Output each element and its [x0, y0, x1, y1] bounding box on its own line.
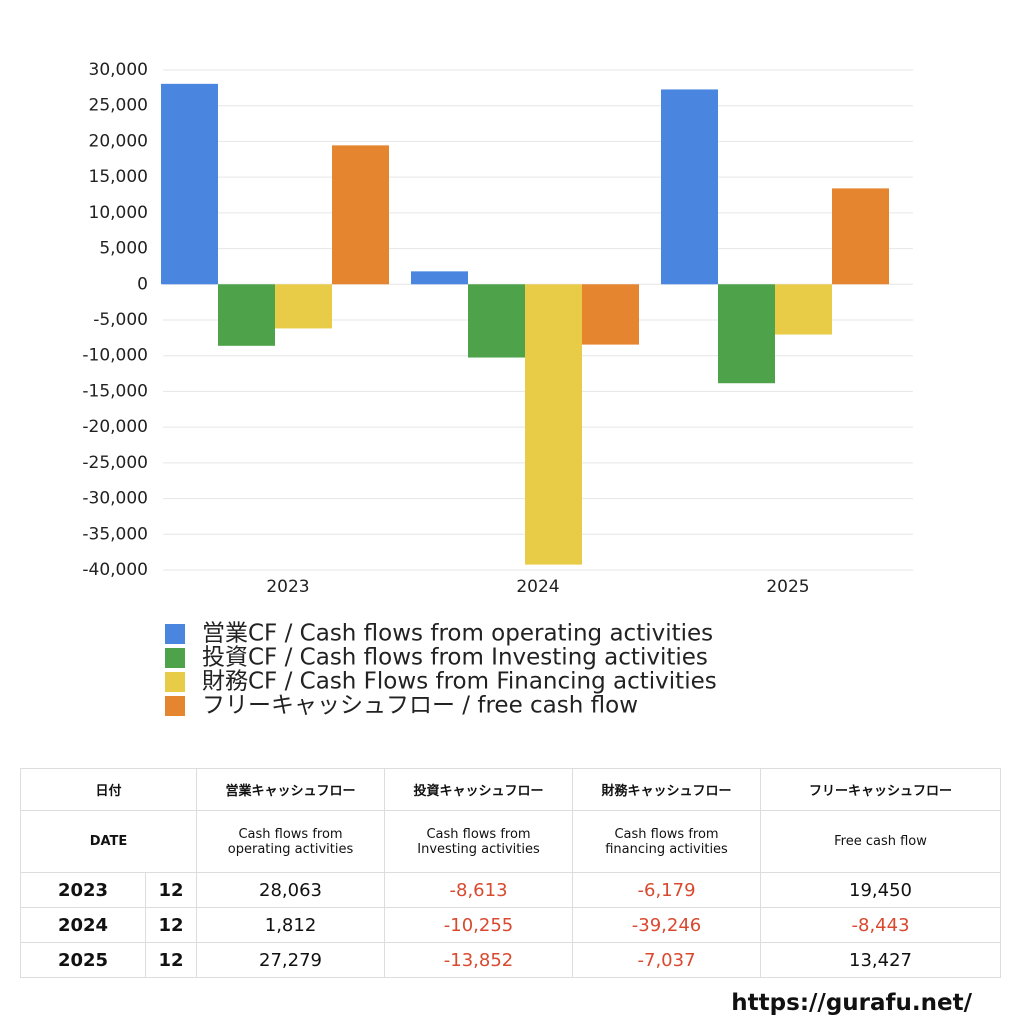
cell: 2023 [20, 872, 146, 908]
y-tick-label: 10,000 [89, 203, 148, 223]
cell: 12 [144, 907, 198, 943]
data-row: 2023 12 28,063 -8,613 -6,179 19,450 [20, 872, 1002, 908]
y-tick-label: 0 [137, 274, 148, 294]
cell: 2025 [20, 942, 146, 978]
header-cell: Free cash flow [760, 810, 1002, 873]
legend-label: 財務CF / Cash Flows from Financing activit… [202, 669, 717, 695]
header-line: financing activities [605, 841, 728, 857]
cell: 12 [144, 872, 198, 908]
header-line: Cash flows from [614, 826, 719, 842]
bar [661, 89, 718, 285]
legend-swatch [165, 648, 185, 668]
y-tick-label: -40,000 [82, 560, 148, 580]
cell: -13,852 [384, 942, 574, 978]
cell: 28,063 [196, 872, 386, 908]
cash-flow-table: 日付 営業キャッシュフロー 投資キャッシュフロー 財務キャッシュフロー フリーキャッシュ… [19, 768, 1002, 978]
cell: -8,443 [760, 907, 1002, 943]
header-cell: 投資キャッシュフロー [384, 768, 574, 811]
y-tick-label: -30,000 [82, 489, 148, 509]
cell: -7,037 [572, 942, 762, 978]
legend-label: フリーキャッシュフロー / free cash flow [202, 693, 638, 719]
bar [275, 284, 332, 329]
data-row: 2024 12 1,812 -10,255 -39,246 -8,443 [20, 907, 1002, 943]
cell: -8,613 [384, 872, 574, 908]
legend-swatch [165, 696, 185, 716]
y-tick-label: -25,000 [82, 453, 148, 473]
bar [332, 145, 389, 285]
header-cell: DATE [19, 810, 198, 873]
cell: 1,812 [196, 907, 386, 943]
y-tick-label: 25,000 [89, 96, 148, 116]
x-tick-label: 2024 [516, 577, 559, 597]
y-tick-label: -10,000 [82, 346, 148, 366]
header-row: 日付 営業キャッシュフロー 投資キャッシュフロー 財務キャッシュフロー フリーキャッシュ… [19, 768, 1002, 811]
header-line: DATE [89, 834, 128, 849]
header-cell: フリーキャッシュフロー [760, 768, 1002, 811]
y-tick-label: -35,000 [82, 524, 148, 544]
cell: 12 [144, 942, 198, 978]
bar [525, 284, 582, 565]
header-line: operating activities [227, 841, 354, 857]
y-tick-label: -15,000 [82, 381, 148, 401]
header-line: Free cash flow [834, 834, 927, 849]
cell: -39,246 [572, 907, 762, 943]
bar [218, 284, 275, 346]
header-cell: Cash flows from Investing activities [384, 810, 574, 873]
header-line: Cash flows from [426, 826, 531, 842]
y-tick-label: -20,000 [82, 417, 148, 437]
y-tick-label: 5,000 [99, 239, 148, 259]
y-tick-label: 30,000 [89, 60, 148, 80]
x-tick-label: 2023 [266, 577, 309, 597]
header-line: Investing activities [417, 841, 540, 857]
bar [161, 83, 218, 285]
header-cell: Cash flows from operating activities [196, 810, 386, 873]
bar [411, 271, 468, 285]
cell: -6,179 [572, 872, 762, 908]
cell: 27,279 [196, 942, 386, 978]
header-cell: 日付 [19, 768, 198, 811]
header-cell: 営業キャッシュフロー [196, 768, 386, 811]
header-line: Cash flows from [238, 826, 343, 842]
chart: -40,000 -35,000 -30,000 -25,000 -20,000 -15,0… [82, 60, 913, 719]
bar [582, 284, 639, 345]
bar [832, 188, 889, 285]
cell: 2024 [20, 907, 146, 943]
header-cell: 財務キャッシュフロー [572, 768, 762, 811]
data-row: 2025 12 27,279 -13,852 -7,037 13,427 [20, 942, 1002, 978]
cell: 19,450 [760, 872, 1002, 908]
bar [718, 284, 775, 384]
legend-label: 営業CF / Cash flows from operating activit… [202, 621, 713, 647]
header-row: DATE Cash flows from operating activities C… [19, 810, 1002, 873]
x-tick-label: 2025 [766, 577, 809, 597]
bar [775, 284, 832, 335]
header-cell: Cash flows from financing activities [572, 810, 762, 873]
bar [468, 284, 525, 358]
legend-swatch [165, 672, 185, 692]
y-tick-label: -5,000 [93, 310, 148, 330]
cell: 13,427 [760, 942, 1002, 978]
legend-swatch [165, 624, 185, 644]
cell: -10,255 [384, 907, 574, 943]
site-url: https://gurafu.net/ [731, 990, 972, 1016]
y-tick-label: 20,000 [89, 131, 148, 151]
legend-label: 投資CF / Cash flows from Investing activit… [202, 645, 708, 671]
y-tick-label: 15,000 [89, 167, 148, 187]
